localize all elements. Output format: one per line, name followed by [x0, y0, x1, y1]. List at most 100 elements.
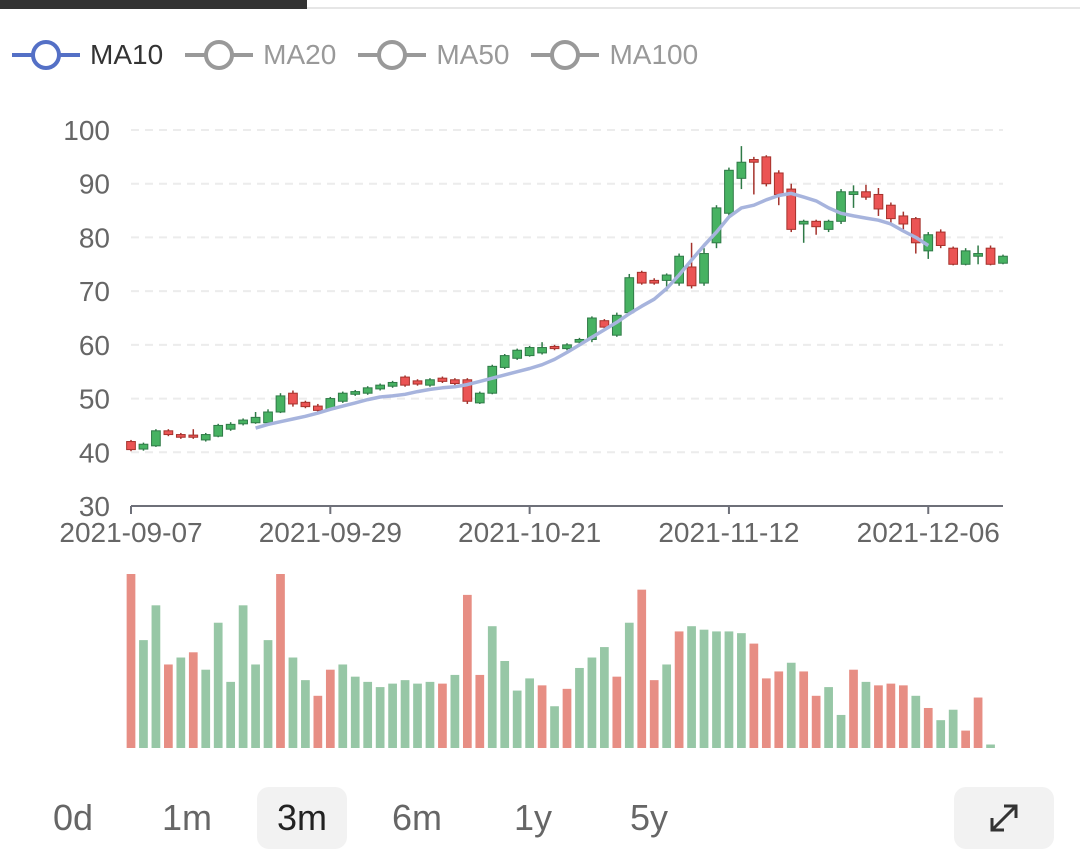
volume-bar	[251, 664, 260, 748]
volume-bar	[898, 685, 908, 748]
legend-item-ma100[interactable]: MA100	[531, 35, 698, 75]
candle-body	[474, 392, 485, 404]
candle-body	[263, 411, 273, 424]
candle-body	[886, 204, 896, 220]
candle-body	[861, 191, 871, 198]
volume-bar	[550, 706, 559, 748]
candle-body	[960, 250, 971, 265]
candle	[562, 343, 572, 351]
candle-body	[375, 384, 386, 390]
candle	[773, 170, 784, 206]
candle	[250, 412, 261, 424]
candle-body	[973, 253, 983, 257]
candle-body	[848, 191, 859, 195]
candle	[350, 389, 361, 396]
candle	[524, 345, 535, 357]
candle	[786, 183, 797, 233]
chart-legend: MA10 MA20 MA50 MA100	[12, 30, 720, 80]
candle-body	[200, 434, 211, 441]
candle-body	[935, 231, 946, 246]
y-tick-label: 100	[63, 115, 110, 146]
candle-body	[587, 317, 597, 340]
volume-bar	[413, 683, 422, 748]
candle-body	[836, 191, 846, 222]
volume-bar	[923, 707, 933, 748]
candle-body	[773, 172, 784, 195]
range-button-5y[interactable]: 5y	[629, 797, 669, 838]
volume-bar	[600, 647, 609, 748]
candle	[238, 418, 248, 426]
candle	[275, 393, 286, 414]
volume-bar	[836, 714, 846, 748]
range-button-3m[interactable]: 3m	[257, 787, 347, 849]
candle	[873, 188, 884, 216]
x-tick-label: 2021-09-07	[59, 517, 202, 548]
volume-bar	[637, 589, 647, 748]
candle-body	[624, 277, 635, 314]
y-tick-label: 70	[79, 276, 110, 307]
volume-bar	[263, 640, 273, 748]
candle-body	[188, 434, 199, 438]
legend-item-ma50[interactable]: MA50	[358, 35, 509, 75]
candle	[151, 429, 161, 447]
candle	[736, 146, 747, 190]
candle	[474, 391, 485, 404]
candle-body	[362, 387, 373, 394]
volume-bar	[824, 687, 833, 748]
candle-body	[151, 430, 161, 447]
volume-bar	[587, 657, 597, 748]
candlestick-chart[interactable]: 30 40 50 60 70 80 90 100 2021-09-07 2021-09-29 202…	[0, 100, 1080, 760]
range-button-1y[interactable]: 1y	[513, 797, 553, 838]
candle-body	[462, 379, 473, 402]
y-tick-label: 50	[79, 384, 110, 415]
volume-bar	[724, 631, 734, 748]
candle-body	[748, 159, 759, 163]
candle	[798, 219, 809, 243]
candle-body	[699, 253, 709, 284]
candle	[437, 376, 448, 383]
range-button-1m[interactable]: 1m	[161, 797, 212, 838]
candle	[998, 254, 1008, 265]
legend-item-ma10[interactable]: MA10	[12, 35, 163, 75]
volume-bar	[811, 695, 821, 748]
candle-body	[761, 156, 772, 185]
volume-bar	[238, 605, 248, 748]
candle-body	[948, 247, 959, 265]
candle	[462, 378, 473, 404]
candle-body	[562, 344, 572, 350]
candle	[699, 248, 709, 286]
volume-bar	[986, 744, 995, 748]
volume-bar	[649, 680, 659, 748]
candle-body	[175, 434, 186, 438]
volume-bar	[961, 730, 970, 748]
candle-body	[275, 395, 286, 413]
volume-bar	[462, 594, 472, 748]
candle	[188, 429, 199, 439]
x-tick-label: 2021-12-06	[857, 517, 1000, 548]
volume-bar	[425, 681, 435, 748]
candle-body	[387, 381, 398, 387]
volume-bar	[363, 681, 373, 748]
candle-body	[412, 380, 423, 385]
volume-bar	[537, 685, 547, 748]
volume-bar	[849, 669, 858, 748]
range-button-0d[interactable]: 0d	[52, 797, 94, 838]
candle	[362, 386, 373, 395]
range-button-6m[interactable]: 6m	[391, 797, 442, 838]
candle-body	[537, 347, 547, 354]
legend-item-ma20[interactable]: MA20	[185, 35, 336, 75]
candle-body	[300, 401, 311, 408]
candle	[375, 383, 386, 391]
volume-bar	[226, 681, 236, 748]
expand-button[interactable]	[954, 787, 1054, 849]
volume-bar	[438, 683, 447, 748]
volume-bar	[388, 683, 397, 748]
candle	[935, 229, 946, 249]
candle-body	[400, 376, 410, 386]
candle-body	[798, 220, 809, 225]
candle-body	[686, 266, 697, 287]
volume-bar	[288, 657, 298, 748]
candle-body	[636, 271, 647, 284]
volume-bar	[276, 574, 285, 748]
candle	[823, 219, 834, 233]
